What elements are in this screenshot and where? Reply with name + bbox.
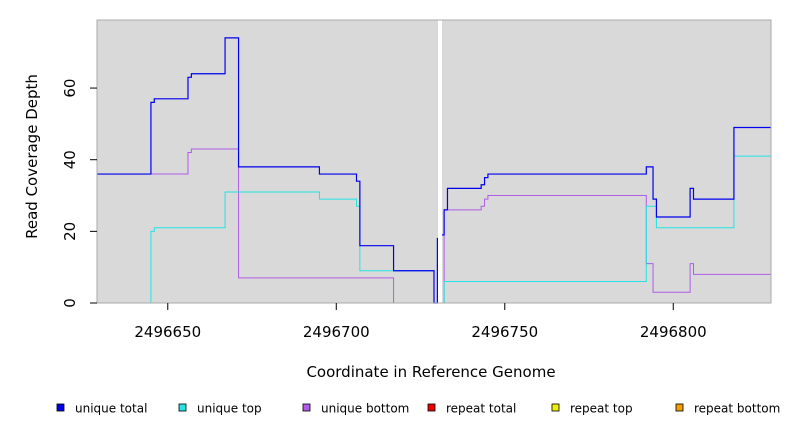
legend-swatch	[302, 403, 311, 412]
y-tick-label: 0	[61, 298, 79, 308]
legend-swatch	[551, 403, 560, 412]
x-tick-label: 2496750	[471, 323, 538, 341]
series-line-unique-bottom	[97, 148, 771, 304]
legend-swatch	[427, 403, 436, 412]
legend-label: repeat top	[570, 402, 633, 416]
x-axis-title: Coordinate in Reference Genome	[306, 363, 555, 381]
x-tick-label: 2496700	[303, 323, 370, 341]
legend: unique total unique top unique bottom repea…	[56, 402, 780, 416]
y-tick-label: 60	[61, 79, 79, 98]
legend-swatch	[178, 403, 187, 412]
x-axis: 2496650 2496700 2496750 2496800	[134, 303, 707, 341]
legend-swatch	[56, 403, 65, 412]
y-tick-label: 20	[61, 222, 79, 241]
y-axis-title: Read Coverage Depth	[23, 74, 41, 239]
legend-label: repeat bottom	[694, 402, 780, 416]
legend-label: unique total	[75, 402, 147, 416]
legend-label: repeat total	[446, 402, 516, 416]
series-line-unique-total	[97, 37, 771, 304]
y-axis: 0 20 40 60	[61, 79, 97, 308]
legend-label: unique bottom	[321, 402, 409, 416]
x-tick-label: 2496800	[640, 323, 707, 341]
plot-frame	[96, 19, 772, 304]
gap-marker	[438, 20, 442, 303]
y-tick-label: 40	[61, 150, 79, 169]
legend-swatch	[675, 403, 684, 412]
plot-background	[97, 20, 771, 303]
legend-label: unique top	[197, 402, 262, 416]
x-tick-label: 2496650	[134, 323, 201, 341]
